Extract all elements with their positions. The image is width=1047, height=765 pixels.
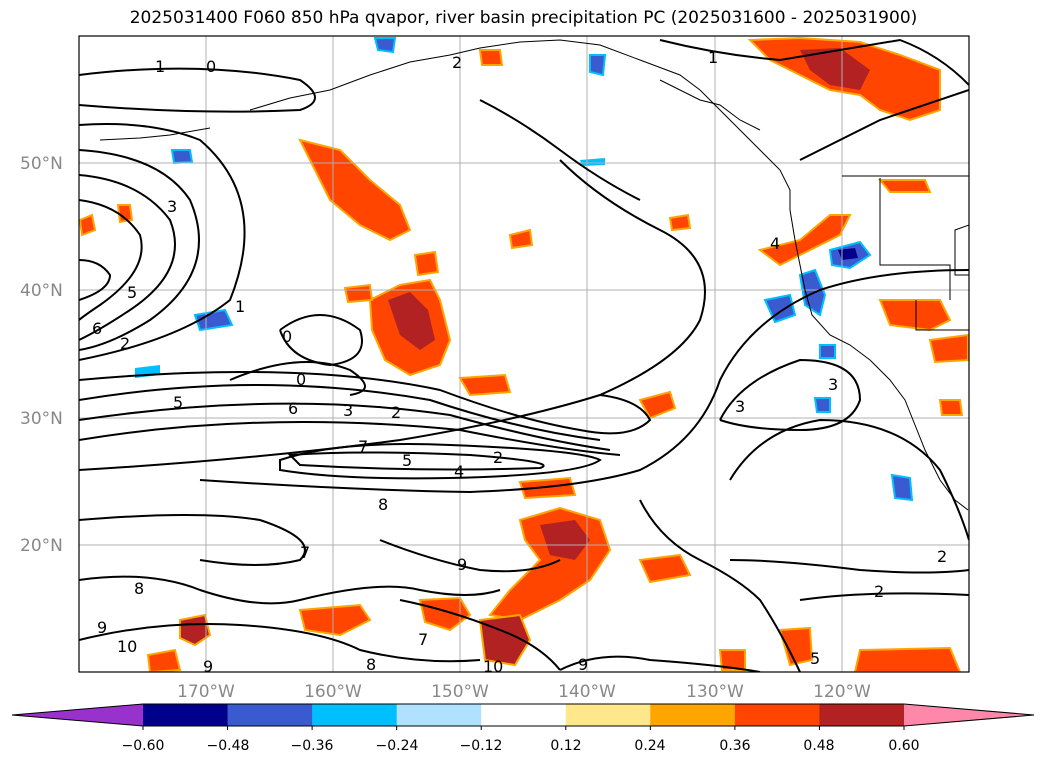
svg-text:9: 9 <box>97 618 107 637</box>
colorbar-tick-label: 0.12 <box>550 738 581 754</box>
colorbar-ticks: −0.60 −0.48 −0.36 −0.24 −0.12 0.12 0.24 … <box>122 738 920 754</box>
svg-text:6: 6 <box>92 319 102 338</box>
svg-text:9: 9 <box>578 655 588 674</box>
svg-text:3: 3 <box>828 375 838 394</box>
svg-text:0: 0 <box>296 370 306 389</box>
colorbar-segment <box>312 704 398 726</box>
colorbar-segment <box>819 704 905 726</box>
colorbar-tick-label: 0.48 <box>803 738 834 754</box>
lon-label-170w: 170°W <box>177 682 235 702</box>
coastlines <box>99 39 969 511</box>
svg-text:3: 3 <box>167 197 177 216</box>
svg-text:2: 2 <box>391 403 401 422</box>
lat-label-20n: 20°N <box>20 536 63 556</box>
lon-label-120w: 120°W <box>813 682 871 702</box>
svg-text:5: 5 <box>173 393 183 412</box>
svg-text:3: 3 <box>343 401 353 420</box>
svg-text:9: 9 <box>203 657 213 676</box>
svg-text:5: 5 <box>810 649 820 668</box>
svg-text:4: 4 <box>770 234 780 253</box>
longitude-labels: 170°W 160°W 150°W 140°W 130°W 120°W <box>177 682 871 702</box>
precip-negative-shading <box>135 37 914 502</box>
colorbar-segment <box>143 704 229 726</box>
svg-text:6: 6 <box>288 399 298 418</box>
colorbar-tick-label: 0.24 <box>634 738 665 754</box>
svg-text:7: 7 <box>300 543 310 562</box>
lat-label-30n: 30°N <box>20 409 63 429</box>
svg-text:5: 5 <box>402 451 412 470</box>
svg-text:5: 5 <box>127 283 137 302</box>
colorbar <box>11 703 1035 730</box>
svg-text:8: 8 <box>378 495 388 514</box>
lon-label-140w: 140°W <box>558 682 616 702</box>
lat-label-40n: 40°N <box>20 281 63 301</box>
colorbar-segment <box>734 704 820 726</box>
svg-text:4: 4 <box>454 462 464 481</box>
map-border <box>78 35 970 673</box>
svg-text:2: 2 <box>874 582 884 601</box>
svg-text:8: 8 <box>134 579 144 598</box>
svg-text:2: 2 <box>493 448 503 467</box>
colorbar-segment <box>396 704 482 726</box>
colorbar-tick-label: −0.60 <box>122 738 165 754</box>
precip-positive-shading <box>79 36 969 672</box>
svg-text:0: 0 <box>206 57 216 76</box>
svg-text:9: 9 <box>457 555 467 574</box>
svg-text:1: 1 <box>155 57 165 76</box>
colorbar-segment <box>650 704 736 726</box>
colorbar-extend-max <box>904 704 1034 726</box>
svg-text:0: 0 <box>282 327 292 346</box>
colorbar-tick-label: 0.60 <box>888 738 919 754</box>
colorbar-tick-label: −0.36 <box>291 738 334 754</box>
colorbar-tick-label: −0.48 <box>207 738 250 754</box>
svg-text:1: 1 <box>708 48 718 67</box>
map-title: 2025031400 F060 850 hPa qvapor, river ba… <box>129 8 918 28</box>
svg-text:2: 2 <box>120 334 130 353</box>
colorbar-tick-label: −0.12 <box>460 738 503 754</box>
svg-text:7: 7 <box>358 437 368 456</box>
svg-text:1: 1 <box>235 297 245 316</box>
lon-label-150w: 150°W <box>431 682 489 702</box>
colorbar-segment <box>565 704 651 726</box>
svg-text:10: 10 <box>117 637 137 656</box>
svg-text:2: 2 <box>937 547 947 566</box>
lon-label-160w: 160°W <box>304 682 362 702</box>
colorbar-extend-min <box>12 704 143 726</box>
svg-text:2: 2 <box>452 53 462 72</box>
svg-text:7: 7 <box>418 630 428 649</box>
contour-labels: 1 0 2 1 3 5 1 6 2 4 0 0 5 6 3 2 7 5 4 2 … <box>92 48 947 676</box>
svg-text:3: 3 <box>735 397 745 416</box>
colorbar-segment <box>227 704 313 726</box>
colorbar-segment <box>481 704 567 726</box>
colorbar-tick-label: 0.36 <box>719 738 750 754</box>
latitude-labels: 50°N 40°N 30°N 20°N <box>20 154 63 556</box>
lon-label-130w: 130°W <box>686 682 744 702</box>
lat-label-50n: 50°N <box>20 154 63 174</box>
svg-text:8: 8 <box>366 655 376 674</box>
svg-text:10: 10 <box>483 657 503 676</box>
colorbar-tick-label: −0.24 <box>376 738 419 754</box>
qvapor-contours <box>79 38 969 672</box>
